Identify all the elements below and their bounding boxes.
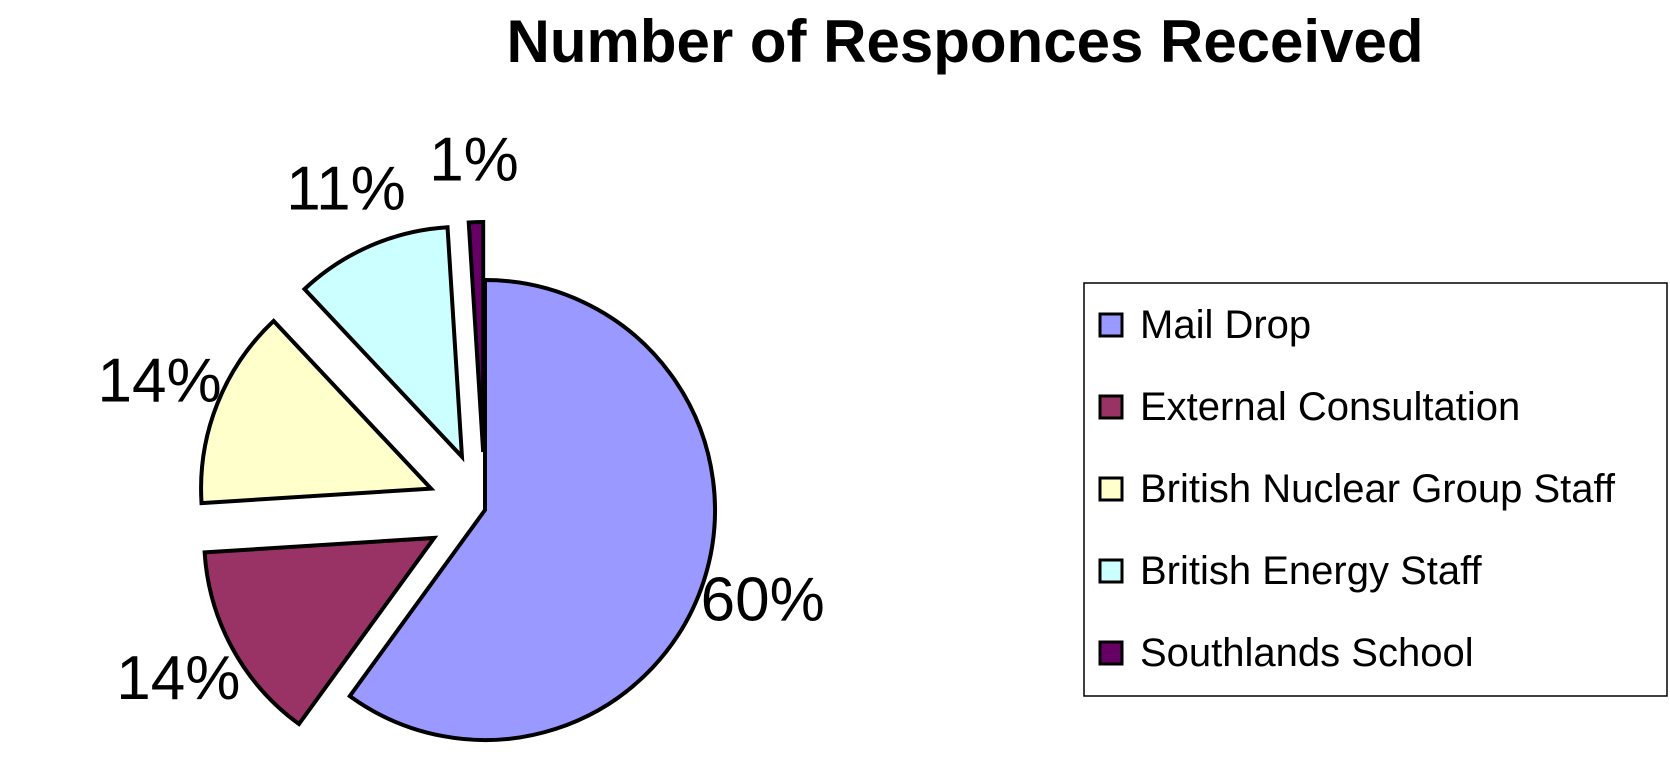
pie-slice-british-energy-staff	[301, 225, 465, 463]
legend-swatch	[1098, 476, 1124, 502]
slice-labels: 60% 14% 14% 11% 1%	[98, 126, 825, 713]
pie-slice-southlands-school	[466, 220, 486, 453]
slice-label-british-nuclear-group-staff: 14%	[98, 347, 222, 416]
legend-label: British Energy Staff	[1140, 549, 1483, 593]
pie-slices	[199, 220, 717, 742]
legend: Mail Drop External Consultation British Nu…	[1083, 282, 1668, 697]
pie-slice-mail-drop	[347, 277, 717, 742]
legend-label: British Nuclear Group Staff	[1140, 467, 1616, 511]
chart-title: Number of Responces Received	[507, 8, 1424, 75]
legend-swatch	[1098, 640, 1124, 666]
legend-swatch	[1098, 312, 1124, 338]
slice-label-external-consultation: 14%	[116, 644, 240, 713]
legend-item-mail-drop: Mail Drop	[1098, 303, 1311, 347]
slice-label-british-energy-staff: 11%	[286, 154, 406, 223]
pie-slice-british-nuclear-group-staff	[199, 318, 436, 506]
legend-label: Mail Drop	[1140, 303, 1311, 347]
legend-box	[1083, 282, 1668, 697]
legend-item-british-energy-staff: British Energy Staff	[1098, 549, 1483, 593]
slice-label-southlands-school: 1%	[429, 126, 519, 195]
legend-swatch	[1098, 394, 1124, 420]
legend-swatch	[1098, 558, 1124, 584]
legend-item-british-nuclear-group-staff: British Nuclear Group Staff	[1098, 467, 1616, 511]
legend-label: External Consultation	[1140, 385, 1520, 429]
legend-item-external-consultation: External Consultation	[1098, 385, 1520, 429]
legend-item-southlands-school: Southlands School	[1098, 631, 1474, 675]
legend-label: Southlands School	[1140, 631, 1474, 675]
pie-slice-external-consultation	[202, 535, 439, 727]
legend-items: Mail Drop External Consultation British Nu…	[1098, 303, 1616, 675]
slice-label-mail-drop: 60%	[701, 566, 825, 635]
